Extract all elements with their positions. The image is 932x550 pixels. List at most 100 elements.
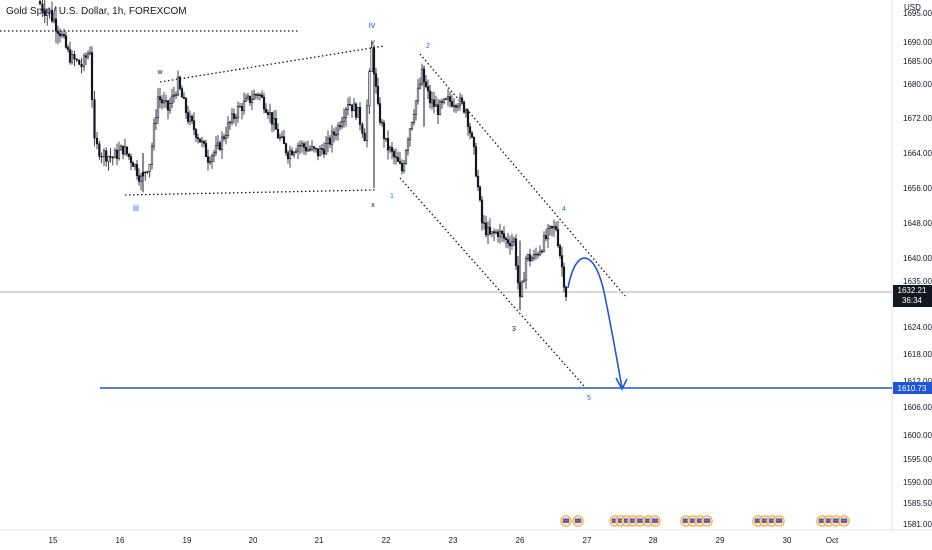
candle-body xyxy=(532,254,536,259)
candle-body xyxy=(340,121,344,128)
price-tick-label: 1635.00 xyxy=(903,277,932,286)
candle-body xyxy=(498,230,502,237)
currency-label: USD xyxy=(904,3,921,12)
wave-label: 2 xyxy=(426,43,430,50)
wave-label: iv xyxy=(369,20,376,30)
candle-body xyxy=(162,100,166,104)
wave-label: 3 xyxy=(512,326,516,333)
time-tick-label: 19 xyxy=(183,536,192,545)
candle-body xyxy=(388,147,392,151)
candle-body xyxy=(328,137,332,145)
candle-body xyxy=(82,55,86,68)
candle-body xyxy=(556,229,560,247)
price-tick-label: 1595.00 xyxy=(903,455,932,464)
candle-body xyxy=(312,146,316,149)
candle-body xyxy=(446,96,450,100)
candle-body xyxy=(198,138,202,143)
time-tick-label: 22 xyxy=(382,536,391,545)
candle-body xyxy=(524,258,528,281)
candle-body xyxy=(139,175,143,182)
candle-body xyxy=(408,128,412,141)
candle-body xyxy=(406,139,410,151)
candle-body xyxy=(452,105,456,107)
candle-body xyxy=(314,147,318,150)
candle-body xyxy=(194,129,198,138)
candle-body xyxy=(522,279,526,283)
candle-body xyxy=(394,156,398,158)
candle-body xyxy=(514,238,518,266)
candle-body xyxy=(542,235,546,252)
candle-body xyxy=(470,132,474,138)
time-tick-label: 21 xyxy=(315,536,324,545)
candle-body xyxy=(113,150,117,159)
candle-body xyxy=(292,152,296,156)
candle-body xyxy=(158,96,162,101)
candle-body xyxy=(365,105,369,142)
candle-body xyxy=(384,138,388,140)
price-tick-label: 1612.00 xyxy=(903,377,932,386)
candle-body xyxy=(123,146,127,155)
candles-layer xyxy=(38,0,568,311)
price-tick-label: 1656.00 xyxy=(903,184,932,193)
candle-body xyxy=(550,225,554,229)
time-tick-label: Oct xyxy=(826,536,839,545)
candle-body xyxy=(363,132,366,142)
candle-body xyxy=(154,117,158,124)
price-tick-label: 1680.00 xyxy=(903,80,932,89)
wave-label: w xyxy=(156,69,163,76)
candle-body xyxy=(184,98,188,113)
candle-body xyxy=(404,150,408,164)
candle-body xyxy=(458,97,462,107)
time-tick-label: 27 xyxy=(583,536,592,545)
candle-body xyxy=(256,94,260,96)
candle-body xyxy=(216,142,220,146)
candle-body xyxy=(43,10,46,16)
candle-body xyxy=(284,143,288,154)
candle-body xyxy=(306,148,310,152)
candle-body xyxy=(504,237,508,240)
candle-body xyxy=(334,134,338,136)
candle-body xyxy=(450,101,454,107)
target-price-badge xyxy=(893,382,932,394)
candle-body xyxy=(338,125,342,128)
candle-body xyxy=(361,124,364,134)
candle-body xyxy=(480,199,484,224)
candle-body xyxy=(432,99,436,107)
candle-body xyxy=(93,99,96,139)
candle-body xyxy=(462,101,466,113)
candle-body xyxy=(54,18,58,32)
candle-body xyxy=(258,94,262,97)
candle-body xyxy=(190,115,194,121)
candle-body xyxy=(73,54,76,60)
candle-body xyxy=(244,97,248,102)
candle-body xyxy=(554,226,558,230)
time-tick-label: 28 xyxy=(649,536,658,545)
candle-body xyxy=(246,95,250,99)
candle-body xyxy=(212,151,216,157)
candle-body xyxy=(164,100,168,102)
wave-label: iii xyxy=(133,203,139,213)
triangle-upper-line xyxy=(159,45,385,83)
candle-body xyxy=(300,143,304,146)
candle-body xyxy=(544,235,548,239)
candle-body xyxy=(180,88,184,98)
candle-body xyxy=(302,143,306,148)
candle-body xyxy=(105,150,108,162)
candle-body xyxy=(172,94,176,97)
candle-body xyxy=(348,104,352,106)
time-tick-label: 20 xyxy=(249,536,258,545)
candle-body xyxy=(220,136,224,150)
candle-body xyxy=(506,239,510,244)
time-tick-label: 29 xyxy=(716,536,725,545)
candle-body xyxy=(336,125,340,135)
candle-body xyxy=(270,112,274,125)
candle-body xyxy=(68,49,72,63)
price-tick-label: 1600.00 xyxy=(903,431,932,440)
price-tick-label: 1624.00 xyxy=(903,323,932,332)
candle-body xyxy=(200,140,204,143)
candle-body xyxy=(266,112,270,116)
candle-body xyxy=(240,106,244,111)
candle-body xyxy=(548,225,552,229)
